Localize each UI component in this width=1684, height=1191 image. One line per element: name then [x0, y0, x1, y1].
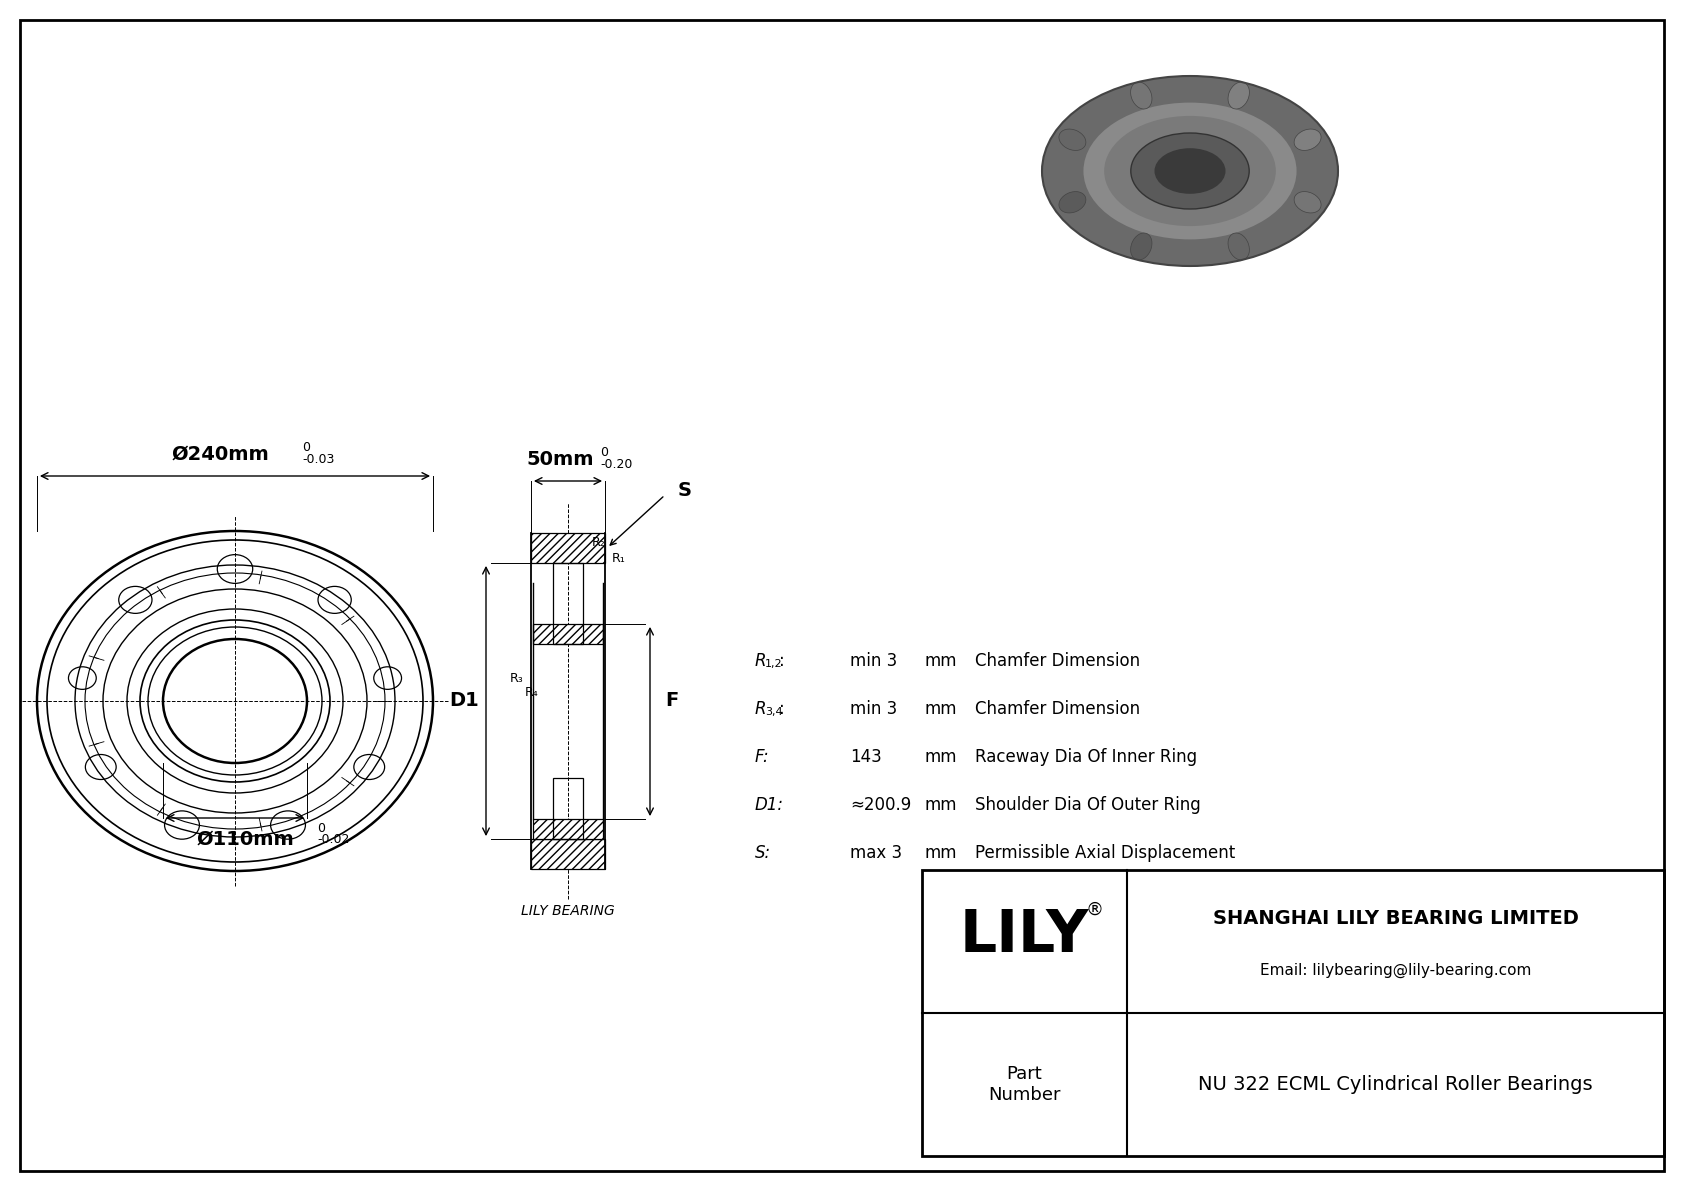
Text: 1,2: 1,2 [765, 659, 783, 669]
Text: mm: mm [925, 796, 958, 813]
Bar [534, 624, 603, 644]
Ellipse shape [1130, 82, 1152, 110]
Bar [530, 534, 605, 563]
Text: Email: lilybearing@lily-bearing.com: Email: lilybearing@lily-bearing.com [1260, 962, 1531, 978]
Text: SHANGHAI LILY BEARING LIMITED: SHANGHAI LILY BEARING LIMITED [1212, 909, 1578, 928]
Ellipse shape [1155, 148, 1226, 194]
Text: 50mm: 50mm [525, 450, 594, 469]
Ellipse shape [1059, 192, 1086, 213]
Text: :: : [780, 700, 785, 718]
Ellipse shape [1042, 76, 1339, 266]
Text: 0: 0 [600, 445, 608, 459]
Text: F:: F: [754, 748, 770, 766]
Text: R: R [754, 651, 766, 671]
Text: R₃: R₃ [510, 673, 524, 686]
Bar [530, 838, 605, 869]
Text: mm: mm [925, 651, 958, 671]
Text: 0: 0 [317, 822, 325, 835]
Text: 143: 143 [850, 748, 882, 766]
Text: mm: mm [925, 748, 958, 766]
Text: LILY BEARING: LILY BEARING [520, 904, 615, 918]
Text: mm: mm [925, 700, 958, 718]
Text: -0.03: -0.03 [301, 453, 335, 466]
Text: Ø110mm: Ø110mm [195, 830, 295, 849]
Text: Part
Number: Part Number [989, 1065, 1061, 1104]
Text: LILY: LILY [960, 908, 1088, 965]
Bar [554, 778, 583, 838]
Ellipse shape [1228, 233, 1250, 260]
Text: Chamfer Dimension: Chamfer Dimension [975, 700, 1140, 718]
Ellipse shape [1130, 133, 1250, 208]
Text: Ø240mm: Ø240mm [172, 445, 269, 464]
Text: D1:: D1: [754, 796, 785, 813]
Ellipse shape [1293, 129, 1320, 150]
Bar [923, 869, 1664, 1156]
Text: Chamfer Dimension: Chamfer Dimension [975, 651, 1140, 671]
Text: NU 322 ECML Cylindrical Roller Bearings: NU 322 ECML Cylindrical Roller Bearings [1199, 1075, 1593, 1095]
Text: R₂: R₂ [593, 536, 606, 549]
Text: :: : [780, 651, 785, 671]
Text: ®: ® [1084, 900, 1103, 918]
Text: R₄: R₄ [525, 686, 539, 699]
Bar [534, 819, 603, 838]
Text: S: S [679, 480, 692, 499]
Ellipse shape [1059, 129, 1086, 150]
Ellipse shape [1083, 102, 1297, 239]
Ellipse shape [1130, 233, 1152, 260]
Ellipse shape [1228, 82, 1250, 110]
Text: R₁: R₁ [611, 551, 626, 565]
Text: mm: mm [925, 844, 958, 862]
Text: -0.20: -0.20 [600, 459, 633, 470]
Text: ≈200.9: ≈200.9 [850, 796, 911, 813]
Text: 0: 0 [301, 441, 310, 454]
Text: -0.02: -0.02 [317, 833, 349, 846]
Text: Shoulder Dia Of Outer Ring: Shoulder Dia Of Outer Ring [975, 796, 1201, 813]
Text: min 3: min 3 [850, 651, 898, 671]
Text: D1: D1 [450, 692, 478, 711]
Text: S:: S: [754, 844, 771, 862]
Text: R: R [754, 700, 766, 718]
Ellipse shape [1105, 116, 1276, 226]
Text: F: F [665, 692, 679, 711]
Text: Permissible Axial Displacement: Permissible Axial Displacement [975, 844, 1236, 862]
Text: 3,4: 3,4 [765, 707, 783, 717]
Bar [554, 563, 583, 644]
Text: Raceway Dia Of Inner Ring: Raceway Dia Of Inner Ring [975, 748, 1197, 766]
Text: max 3: max 3 [850, 844, 903, 862]
Text: min 3: min 3 [850, 700, 898, 718]
Ellipse shape [1293, 192, 1320, 213]
